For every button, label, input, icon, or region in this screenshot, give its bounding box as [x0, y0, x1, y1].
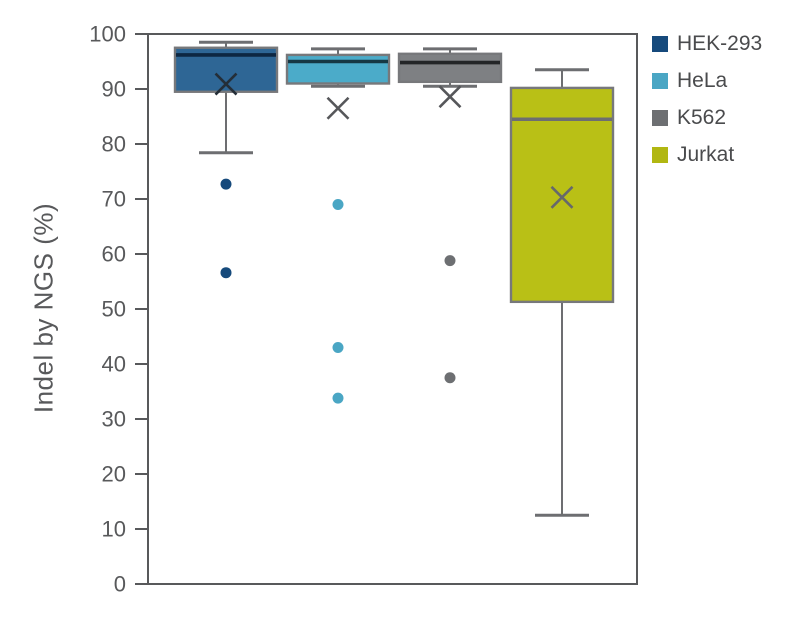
y-tick-label: 20 — [102, 462, 126, 487]
mean-marker-hela — [326, 96, 350, 120]
box-k562 — [397, 52, 503, 84]
y-tick-label: 80 — [102, 132, 126, 157]
y-tick-label: 30 — [102, 407, 126, 432]
legend-item-hek-293: HEK-293 — [652, 32, 763, 55]
legend-swatch-jurkat — [652, 147, 668, 163]
legend-label-jurkat: Jurkat — [677, 143, 735, 166]
box-hela — [285, 53, 391, 85]
mean-marker-jurkat — [550, 185, 574, 209]
y-tick-label: 10 — [102, 517, 126, 542]
y-tick-label: 70 — [102, 187, 126, 212]
y-tick-label: 50 — [102, 297, 126, 322]
legend-item-k562: K562 — [652, 106, 762, 129]
y-tick-label: 90 — [102, 77, 126, 102]
y-axis-title: Indel by NGS (%) — [28, 202, 59, 414]
legend-item-hela: HeLa — [652, 69, 762, 92]
mean-marker-hek-293 — [214, 72, 238, 96]
plot-frame — [147, 33, 638, 585]
outlier-point-k562 — [444, 372, 456, 384]
outlier-point-hela — [332, 342, 344, 353]
outlier-point-k562 — [444, 255, 456, 267]
legend-swatch-k562 — [652, 110, 668, 126]
y-tick-label: 40 — [102, 352, 126, 377]
legend-swatch-hek-293 — [652, 36, 668, 52]
y-tick-label: 100 — [89, 22, 126, 47]
legend-label-hek-293: HEK-293 — [677, 32, 763, 55]
legend-swatch-hela — [652, 73, 668, 89]
y-tick-label: 60 — [102, 242, 126, 267]
y-tick-label: 0 — [114, 572, 126, 597]
legend-label-hela: HeLa — [677, 69, 728, 92]
mean-marker-k562 — [438, 85, 462, 109]
box-jurkat — [509, 86, 615, 304]
legend: HEK-293 HeLa K562 Jurkat — [652, 32, 763, 184]
legend-label-k562: K562 — [677, 106, 727, 129]
outlier-point-hela — [332, 199, 344, 210]
outlier-point-hek-293 — [220, 178, 232, 190]
outlier-point-hek-293 — [220, 267, 232, 279]
outlier-point-hela — [332, 392, 344, 404]
legend-item-jurkat: Jurkat — [652, 143, 762, 166]
